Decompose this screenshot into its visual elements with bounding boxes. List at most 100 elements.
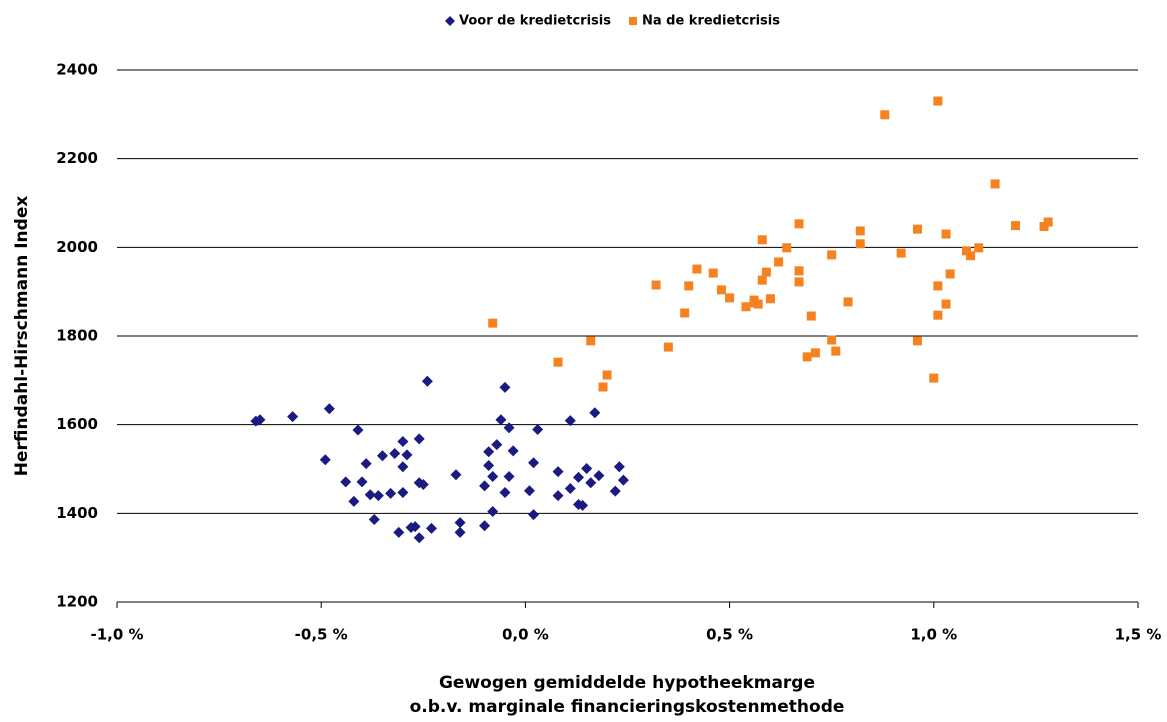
- point: [602, 370, 612, 380]
- x-tick-label: 1,0 %: [910, 626, 957, 644]
- point: [479, 520, 491, 532]
- point: [360, 458, 372, 470]
- point: [507, 445, 519, 457]
- point: [598, 382, 608, 392]
- point: [933, 310, 943, 320]
- point: [765, 294, 775, 304]
- point: [564, 415, 576, 427]
- point: [425, 522, 437, 534]
- point: [454, 517, 466, 529]
- point: [593, 470, 605, 482]
- point: [254, 414, 266, 426]
- point: [564, 483, 576, 495]
- point: [523, 485, 535, 497]
- point: [585, 477, 597, 489]
- point: [376, 450, 388, 462]
- point: [397, 486, 409, 498]
- point: [663, 342, 673, 352]
- y-tick-label: 2400: [56, 61, 98, 79]
- point: [356, 476, 368, 488]
- point: [761, 267, 771, 277]
- point: [617, 474, 629, 486]
- point: [319, 454, 331, 466]
- point: [586, 336, 596, 346]
- y-tick-label: 2000: [56, 238, 98, 256]
- point: [827, 335, 837, 345]
- legend-marker: [445, 16, 455, 26]
- point: [880, 110, 890, 120]
- point: [401, 449, 413, 461]
- x-axis-title: o.b.v. marginale financieringskostenmeth…: [410, 697, 845, 717]
- point: [553, 357, 563, 367]
- point: [487, 506, 499, 518]
- point: [368, 514, 380, 526]
- point: [572, 471, 584, 483]
- point: [651, 280, 661, 290]
- point: [389, 447, 401, 459]
- x-tick-label: -0,5 %: [295, 626, 348, 644]
- point: [945, 269, 955, 279]
- x-tick-label: 1,5 %: [1115, 626, 1162, 644]
- point: [413, 433, 425, 445]
- point: [581, 463, 593, 475]
- point: [491, 439, 503, 451]
- point: [680, 308, 690, 318]
- point: [287, 411, 299, 423]
- point: [454, 526, 466, 538]
- point: [552, 466, 564, 478]
- point: [966, 251, 976, 261]
- point: [532, 424, 544, 436]
- point: [725, 293, 735, 303]
- point: [794, 219, 804, 229]
- point: [348, 495, 360, 507]
- point: [843, 297, 853, 307]
- point: [503, 471, 515, 483]
- legend-label: Voor de kredietcrisis: [459, 14, 611, 29]
- y-tick-label: 1400: [56, 504, 98, 522]
- point: [483, 459, 495, 471]
- point: [810, 348, 820, 358]
- point: [708, 268, 718, 278]
- point: [609, 485, 621, 497]
- point: [741, 302, 751, 312]
- point: [1010, 221, 1020, 231]
- point: [487, 471, 499, 483]
- point: [929, 373, 939, 383]
- point: [397, 436, 409, 448]
- point: [692, 264, 702, 274]
- point: [503, 422, 515, 434]
- point: [896, 248, 906, 258]
- point: [450, 469, 462, 481]
- x-tick-label: 0,0 %: [502, 626, 549, 644]
- y-tick-label: 1800: [56, 327, 98, 345]
- point: [794, 277, 804, 287]
- point: [831, 346, 841, 356]
- point: [417, 479, 429, 491]
- point: [782, 243, 792, 253]
- legend-marker: [628, 17, 637, 25]
- point: [483, 446, 495, 458]
- point: [528, 457, 540, 469]
- x-tick-label: 0,5 %: [706, 626, 753, 644]
- point: [372, 490, 384, 502]
- point: [413, 532, 425, 544]
- point: [855, 239, 865, 249]
- point: [488, 318, 498, 328]
- x-tick-label: -1,0 %: [90, 626, 143, 644]
- point: [933, 96, 943, 106]
- y-tick-label: 1200: [56, 593, 98, 611]
- x-axis-title: Gewogen gemiddelde hypotheekmarge: [439, 673, 815, 693]
- point: [397, 461, 409, 473]
- point: [794, 266, 804, 276]
- point: [323, 403, 335, 415]
- point: [827, 250, 837, 260]
- point: [340, 476, 352, 488]
- point: [499, 486, 511, 498]
- point: [774, 257, 784, 267]
- point: [753, 299, 763, 309]
- point: [364, 489, 376, 501]
- point: [802, 352, 812, 362]
- point: [941, 299, 951, 309]
- point: [1043, 217, 1053, 227]
